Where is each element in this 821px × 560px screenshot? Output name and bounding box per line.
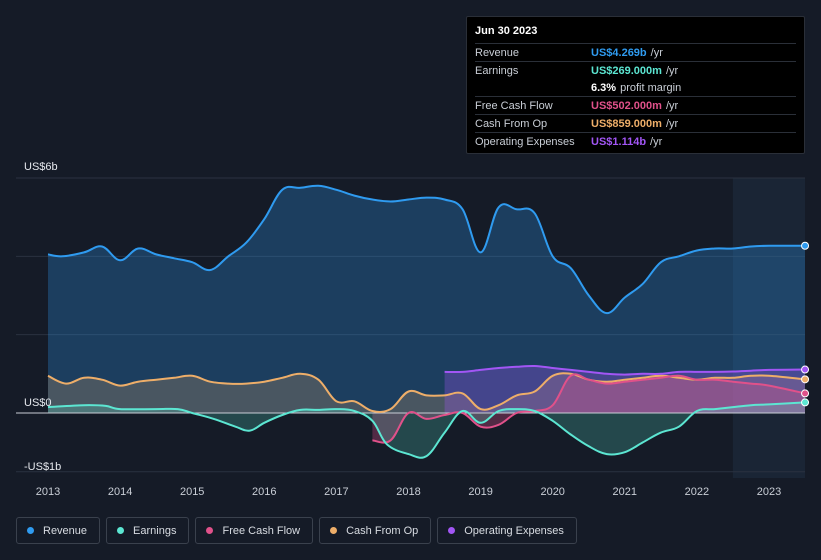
endpoint-operating-expenses (801, 365, 810, 374)
series-endpoints (801, 241, 810, 407)
tooltip-unit: /yr (665, 117, 679, 130)
x-tick-label: 2017 (324, 486, 348, 498)
tooltip-label: Free Cash Flow (475, 99, 553, 112)
legend-label: Revenue (43, 524, 88, 537)
grid-lines (16, 177, 805, 473)
tooltip-value: US$269.000m (591, 64, 662, 77)
x-tick-label: 2014 (108, 486, 132, 498)
tooltip-panel: Jun 30 2023 Revenue US$4.269b /yr Earnin… (466, 16, 805, 154)
legend: Revenue Earnings Free Cash Flow Cash Fro… (16, 517, 577, 544)
area-revenue (48, 185, 805, 413)
endpoint-free-cash-flow (801, 389, 810, 398)
x-axis: 2013 2014 2015 2016 2017 2018 2019 2020 2021 2022… (36, 486, 781, 498)
tooltip-unit: /yr (650, 46, 663, 59)
tooltip-value: US$859.000m (591, 117, 662, 130)
tooltip-row-opex: Operating Expenses US$1.114b /yr (475, 132, 796, 150)
legend-label: Operating Expenses (464, 524, 564, 537)
tooltip-label: Operating Expenses (475, 135, 575, 148)
legend-item-revenue[interactable]: Revenue (16, 517, 101, 544)
legend-item-free-cash-flow[interactable]: Free Cash Flow (195, 517, 314, 544)
tooltip-unit: /yr (650, 135, 663, 148)
tooltip-date: Jun 30 2023 (475, 25, 538, 37)
legend-item-earnings[interactable]: Earnings (106, 517, 190, 544)
tooltip-label: Revenue (475, 46, 520, 59)
y-label-top: US$6b (24, 161, 58, 173)
tooltip-value: US$502.000m (591, 99, 662, 112)
legend-dot-icon (330, 527, 338, 534)
legend-label: Free Cash Flow (222, 524, 301, 537)
endpoint-earnings (801, 398, 810, 407)
forecast-region (732, 178, 805, 478)
line-operating-expenses (444, 364, 806, 376)
x-tick-label: 2013 (36, 486, 60, 498)
line-cash-from-op (47, 372, 806, 413)
legend-item-cash-from-op[interactable]: Cash From Op (319, 517, 432, 544)
series-lines (47, 184, 806, 459)
x-tick-label: 2020 (540, 486, 564, 498)
tooltip-value: US$4.269b (591, 46, 647, 59)
tooltip-unit: profit margin (620, 81, 682, 94)
y-label-zero: US$0 (24, 397, 52, 409)
x-tick-label: 2015 (180, 486, 204, 498)
legend-dot-icon (448, 527, 456, 534)
legend-label: Cash From Op (346, 524, 419, 537)
y-label-bottom: -US$1b (24, 461, 61, 473)
tooltip-value: US$1.114b (591, 135, 647, 148)
line-free-cash-flow (372, 373, 806, 444)
x-tick-label: 2018 (396, 486, 420, 498)
x-tick-label: 2023 (757, 486, 781, 498)
x-tick-label: 2022 (685, 486, 709, 498)
x-tick-label: 2016 (252, 486, 276, 498)
legend-label: Earnings (133, 524, 177, 537)
area-earnings (48, 402, 805, 458)
tooltip-row-fcf: Free Cash Flow US$502.000m /yr (475, 96, 796, 114)
endpoint-revenue (801, 241, 810, 250)
y-axis: US$6b US$0 -US$1b (24, 161, 61, 473)
tooltip-label: Cash From Op (475, 117, 548, 130)
area-free-cash-flow (372, 374, 805, 443)
legend-dot-icon (27, 527, 34, 534)
tooltip-unit: /yr (665, 64, 679, 77)
legend-item-operating-expenses[interactable]: Operating Expenses (437, 517, 577, 544)
tooltip-row-margin: 6.3% profit margin (475, 79, 796, 96)
tooltip-unit: /yr (665, 99, 679, 112)
tooltip-row-earnings: Earnings US$269.000m /yr (475, 61, 796, 79)
legend-dot-icon (206, 527, 214, 534)
x-tick-label: 2021 (613, 486, 637, 498)
series-areas (48, 185, 805, 458)
endpoint-cash-from-op (801, 375, 810, 384)
tooltip-row-revenue: Revenue US$4.269b /yr (475, 43, 796, 61)
x-tick-label: 2019 (468, 486, 492, 498)
tooltip-row-cfo: Cash From Op US$859.000m /yr (475, 114, 796, 132)
line-revenue (47, 184, 806, 315)
line-earnings (47, 401, 806, 459)
tooltip-label: Earnings (475, 64, 519, 77)
legend-dot-icon (117, 527, 125, 534)
tooltip-value: 6.3% (591, 81, 617, 94)
